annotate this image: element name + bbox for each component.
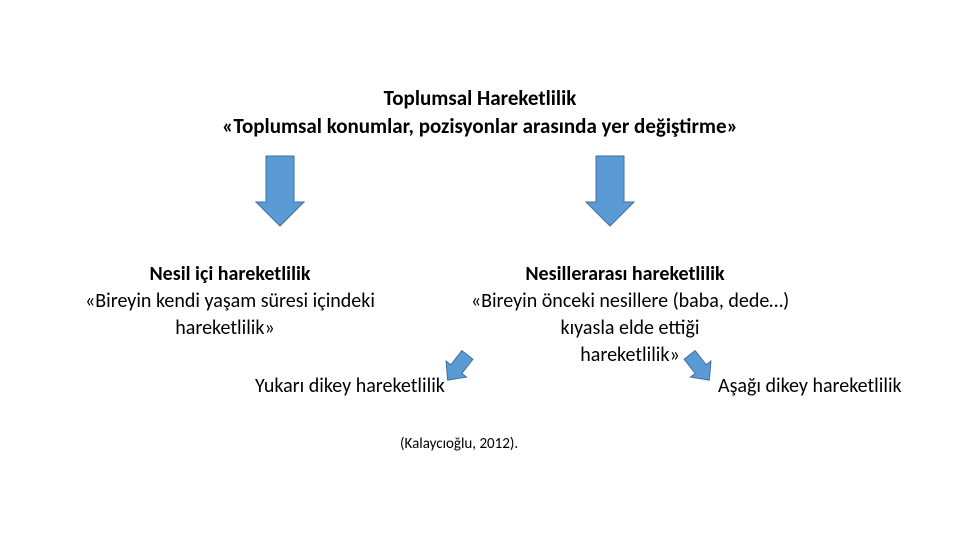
citation: (Kalaycıoğlu, 2012).: [400, 435, 518, 453]
branch-left-desc2: hareketlilik»: [145, 316, 305, 340]
arrow-down-right: [585, 155, 635, 232]
branch-left-desc1-text: «Bireyin kendi yaşam süresi içindeki: [85, 289, 375, 313]
arrow-down-icon: [585, 155, 635, 227]
bottom-label-right-text: Aşağı dikey hareketlilik: [718, 374, 902, 398]
branch-left-title-text: Nesil içi hareketlilik: [149, 262, 310, 286]
branch-right-desc2: kıyasla elde ettiği: [530, 316, 730, 340]
branch-left-desc2-text: hareketlilik»: [175, 316, 274, 340]
bottom-label-left-text: Yukarı dikey hareketlilik: [255, 374, 445, 398]
subtitle-text: «Toplumsal konumlar, pozisyonlar arasınd…: [222, 113, 738, 139]
arrow-down-icon: [255, 155, 305, 227]
branch-left-title: Nesil içi hareketlilik: [110, 262, 350, 286]
citation-text: (Kalaycıoğlu, 2012).: [400, 435, 518, 453]
branch-right-title-text: Nesillerarası hareketlilik: [525, 262, 724, 286]
branch-right-desc1-text: «Bireyin önceki nesillere (baba, dede…): [471, 289, 789, 313]
branch-right-title: Nesillerarası hareketlilik: [485, 262, 765, 286]
bottom-label-left: Yukarı dikey hareketlilik: [255, 374, 445, 398]
branch-left-desc1: «Bireyin kendi yaşam süresi içindeki: [55, 289, 405, 313]
title-text: Toplumsal Hareketlilik: [384, 85, 577, 111]
branch-right-desc1: «Bireyin önceki nesillere (baba, dede…): [430, 289, 830, 313]
bottom-label-right: Aşağı dikey hareketlilik: [718, 374, 902, 398]
diagram-title: Toplumsal Hareketlilik: [0, 85, 960, 111]
diagram-subtitle: «Toplumsal konumlar, pozisyonlar arasınd…: [0, 113, 960, 139]
arrow-down-left: [255, 155, 305, 232]
branch-right-desc2-text: kıyasla elde ettiği: [560, 316, 699, 340]
branch-right-desc3-text: hareketlilik»: [580, 343, 679, 367]
